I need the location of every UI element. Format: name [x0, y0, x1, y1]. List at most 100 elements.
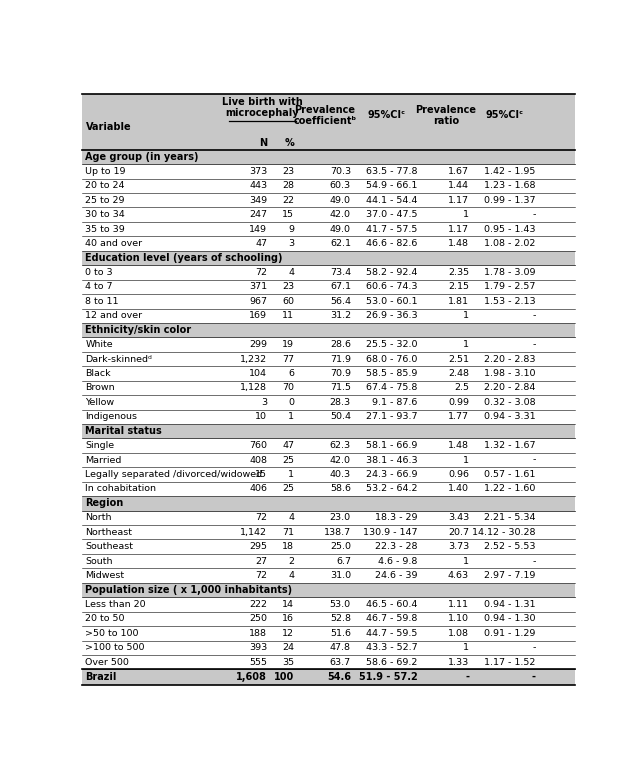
Text: Legally separated /divorced/widowed: Legally separated /divorced/widowed [86, 470, 262, 479]
Text: N: N [259, 138, 267, 148]
Text: 72: 72 [255, 571, 267, 580]
Bar [83, 207, 575, 222]
Text: 0.94 - 3.31: 0.94 - 3.31 [484, 412, 536, 421]
Text: Black: Black [86, 369, 111, 378]
Text: 20 to 50: 20 to 50 [86, 614, 125, 624]
Text: 1: 1 [288, 412, 294, 421]
Text: 40.3: 40.3 [330, 470, 351, 479]
Text: 40 and over: 40 and over [86, 239, 143, 248]
Text: 1: 1 [463, 456, 469, 465]
Text: 73.4: 73.4 [330, 268, 351, 277]
Bar [83, 222, 575, 237]
Text: 71: 71 [282, 528, 294, 537]
Text: 10: 10 [255, 412, 267, 421]
Text: 2.20 - 2.84: 2.20 - 2.84 [484, 383, 536, 392]
Text: 15: 15 [282, 210, 294, 219]
Text: 104: 104 [249, 369, 267, 378]
Text: 2.51: 2.51 [448, 355, 469, 364]
Text: 1: 1 [463, 643, 469, 652]
Text: Brazil: Brazil [86, 672, 117, 682]
Text: 100: 100 [274, 672, 294, 682]
Bar [83, 294, 575, 308]
Text: 53.0 - 60.1: 53.0 - 60.1 [366, 297, 417, 306]
Text: 4.6 - 9.8: 4.6 - 9.8 [378, 557, 417, 566]
Text: 1.78 - 3.09: 1.78 - 3.09 [484, 268, 536, 277]
Text: 1.33: 1.33 [448, 658, 469, 667]
Text: 371: 371 [249, 282, 267, 291]
Text: 14: 14 [282, 600, 294, 609]
Text: 0.57 - 1.61: 0.57 - 1.61 [484, 470, 536, 479]
Text: -: - [532, 210, 536, 219]
Text: 250: 250 [249, 614, 267, 624]
Text: In cohabitation: In cohabitation [86, 484, 156, 493]
Bar [83, 179, 575, 193]
Bar [83, 352, 575, 366]
Text: 11: 11 [282, 311, 294, 320]
Text: -: - [532, 643, 536, 652]
Bar [83, 467, 575, 482]
Text: 555: 555 [249, 658, 267, 667]
Text: 373: 373 [249, 167, 267, 176]
Text: 58.2 - 92.4: 58.2 - 92.4 [366, 268, 417, 277]
Text: 43.3 - 52.7: 43.3 - 52.7 [365, 643, 417, 652]
Text: 1.32 - 1.67: 1.32 - 1.67 [484, 441, 536, 450]
Text: 31.2: 31.2 [330, 311, 351, 320]
Bar [83, 655, 575, 669]
Bar [83, 453, 575, 467]
Bar [83, 251, 575, 265]
Text: 58.1 - 66.9: 58.1 - 66.9 [366, 441, 417, 450]
Text: Prevalence
ratio: Prevalence ratio [415, 105, 476, 126]
Text: 299: 299 [249, 340, 267, 349]
Text: 2.21 - 5.34: 2.21 - 5.34 [484, 513, 536, 522]
Text: Married: Married [86, 456, 122, 465]
Text: 71.5: 71.5 [330, 383, 351, 392]
Text: Up to 19: Up to 19 [86, 167, 126, 176]
Text: 349: 349 [249, 196, 267, 205]
Text: 2.97 - 7.19: 2.97 - 7.19 [484, 571, 536, 580]
Text: 26.9 - 36.3: 26.9 - 36.3 [365, 311, 417, 320]
Text: 18: 18 [282, 542, 294, 551]
Text: 95%CIᶜ: 95%CIᶜ [367, 110, 406, 120]
Text: 0.99: 0.99 [448, 398, 469, 407]
Text: 54.6: 54.6 [327, 672, 351, 682]
Text: 19: 19 [282, 340, 294, 349]
Text: -: - [532, 456, 536, 465]
Text: 0.95 - 1.43: 0.95 - 1.43 [484, 224, 536, 234]
Text: 2: 2 [288, 557, 294, 566]
Text: 63.5 - 77.8: 63.5 - 77.8 [366, 167, 417, 176]
Text: 2.20 - 2.83: 2.20 - 2.83 [484, 355, 536, 364]
Text: 52.8: 52.8 [330, 614, 351, 624]
Text: 2.5: 2.5 [454, 383, 469, 392]
Text: 54.9 - 66.1: 54.9 - 66.1 [366, 181, 417, 190]
Text: 1.11: 1.11 [448, 600, 469, 609]
Text: 3: 3 [288, 239, 294, 248]
Text: 42.0: 42.0 [330, 210, 351, 219]
Text: 4 to 7: 4 to 7 [86, 282, 113, 291]
Text: 0.32 - 3.08: 0.32 - 3.08 [484, 398, 536, 407]
Text: 62.1: 62.1 [330, 239, 351, 248]
Text: 14.12 - 30.28: 14.12 - 30.28 [472, 528, 536, 537]
Text: 0.94 - 1.31: 0.94 - 1.31 [484, 600, 536, 609]
Text: 15: 15 [255, 470, 267, 479]
Bar [83, 554, 575, 568]
Bar [83, 323, 575, 338]
Text: 20.7: 20.7 [448, 528, 469, 537]
Text: 3.43: 3.43 [448, 513, 469, 522]
Text: 70: 70 [282, 383, 294, 392]
Text: -: - [532, 557, 536, 566]
Bar [83, 395, 575, 409]
Text: 1,128: 1,128 [240, 383, 267, 392]
Text: 60.3: 60.3 [330, 181, 351, 190]
Text: 1.67: 1.67 [448, 167, 469, 176]
Text: 3: 3 [261, 398, 267, 407]
Text: 27: 27 [255, 557, 267, 566]
Text: >50 to 100: >50 to 100 [86, 629, 139, 638]
Text: Brown: Brown [86, 383, 115, 392]
Text: 222: 222 [249, 600, 267, 609]
Bar [83, 94, 575, 137]
Text: 58.5 - 85.9: 58.5 - 85.9 [366, 369, 417, 378]
Text: 1.40: 1.40 [448, 484, 469, 493]
Text: 1.08 - 2.02: 1.08 - 2.02 [484, 239, 536, 248]
Text: 44.7 - 59.5: 44.7 - 59.5 [366, 629, 417, 638]
Bar [83, 137, 575, 150]
